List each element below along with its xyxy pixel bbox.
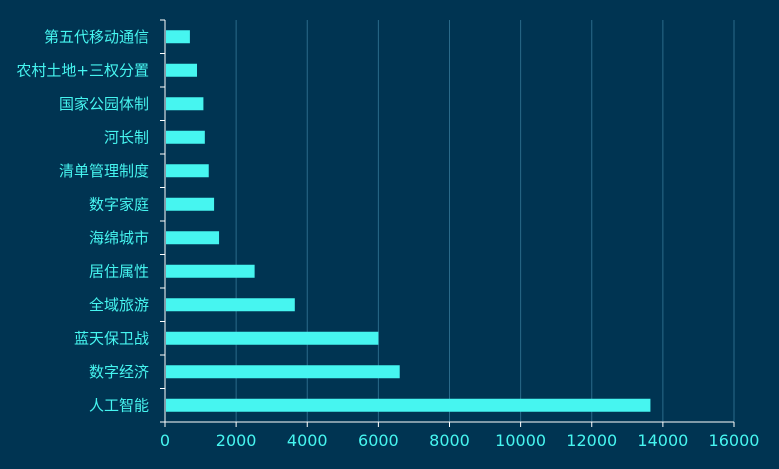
bars: [166, 30, 651, 412]
bar: [166, 398, 651, 412]
x-tick-label: 2000: [216, 431, 257, 450]
bar: [166, 331, 379, 345]
bar: [166, 97, 204, 111]
category-label: 全域旅游: [89, 296, 149, 314]
category-label: 人工智能: [89, 396, 149, 414]
x-tick-label: 14000: [637, 431, 688, 450]
x-tick-label: 0: [160, 431, 170, 450]
bar: [166, 197, 215, 211]
category-label: 第五代移动通信: [44, 28, 149, 46]
bar: [166, 63, 198, 77]
x-tick-label: 4000: [287, 431, 328, 450]
category-labels: 人工智能 数字经济 蓝天保卫战 全域旅游 居住属性 海绵城市 数字家庭 清单管理制度 河长制 国家…: [16, 28, 149, 415]
axes: [164, 20, 734, 423]
x-tick-labels: 0 2000 4000 6000 8000 10000 12000 14000 16000: [160, 431, 760, 450]
bar: [166, 130, 205, 144]
category-label: 国家公园体制: [59, 95, 149, 113]
bar: [166, 298, 295, 312]
category-label: 居住属性: [89, 262, 149, 280]
bar: [166, 164, 209, 178]
x-tick-label: 6000: [358, 431, 399, 450]
x-tick-label: 10000: [495, 431, 546, 450]
bar: [166, 30, 190, 44]
category-label: 海绵城市: [89, 229, 149, 247]
grid-lines: [160, 19, 735, 427]
bar: [166, 365, 400, 379]
category-label: 数字家庭: [89, 195, 149, 213]
bar: [166, 264, 255, 278]
bar: [166, 231, 220, 245]
x-tick-label: 8000: [429, 431, 470, 450]
category-label: 河长制: [104, 128, 149, 146]
category-label: 数字经济: [89, 363, 149, 381]
category-label: 蓝天保卫战: [74, 329, 149, 347]
x-tick-label: 12000: [566, 431, 617, 450]
x-tick-label: 16000: [709, 431, 760, 450]
category-label: 农村土地+三权分置: [16, 61, 149, 79]
category-label: 清单管理制度: [59, 162, 149, 180]
